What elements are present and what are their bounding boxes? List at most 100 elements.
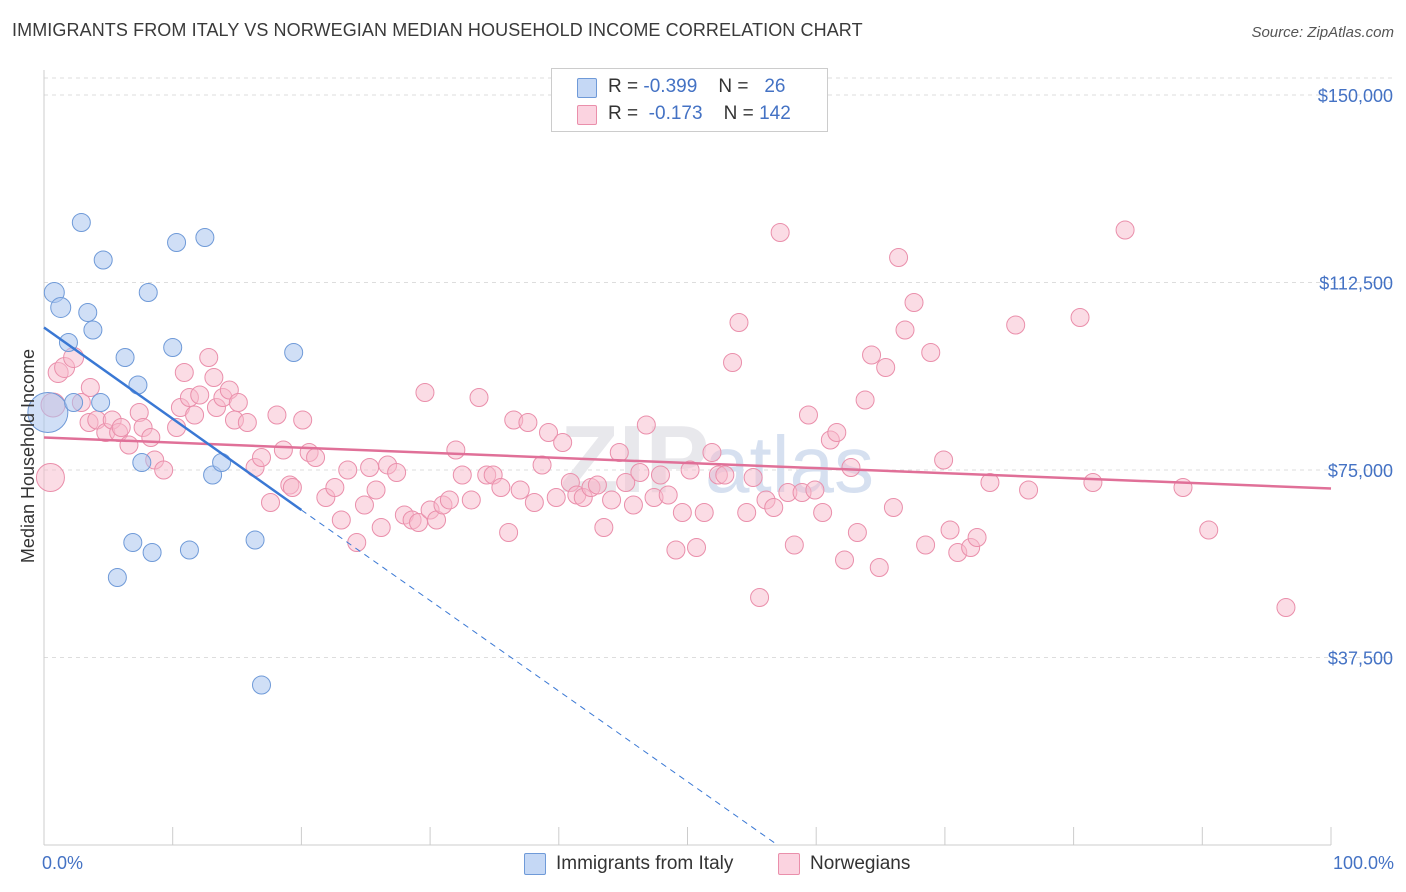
norwegians-point: [518, 413, 538, 432]
italy-point: [163, 338, 183, 357]
norwegians-point: [798, 405, 818, 425]
italy-point: [64, 393, 84, 412]
norwegians-point: [737, 503, 757, 522]
norwegians-point: [491, 478, 511, 497]
norwegians-point: [510, 480, 530, 500]
norwegians-point: [439, 490, 459, 510]
tick-labels: $37,500 $75,000 $112,500 $150,000 0.0% 100.0%: [42, 86, 1394, 873]
norwegians-point: [805, 480, 825, 500]
norwegians-point: [199, 348, 219, 367]
y-axis-label: Median Household Income: [18, 349, 38, 563]
norwegians-point: [841, 458, 861, 477]
trend-lines: [43, 326, 1332, 846]
norw-n-label: N =: [723, 103, 754, 124]
italy-point: [245, 530, 265, 550]
norwegians-point: [119, 435, 139, 455]
norwegians-point: [623, 495, 643, 515]
italy-point: [91, 393, 111, 412]
italy-trend-line: [43, 326, 303, 512]
norwegians-swatch: [577, 105, 597, 125]
italy-point: [212, 453, 232, 472]
norwegians-point: [729, 313, 749, 332]
italy-point: [50, 297, 72, 318]
norwegians-point: [267, 405, 287, 425]
norwegians-point: [869, 558, 889, 577]
norwegians-point: [273, 440, 293, 460]
italy-swatch: [577, 78, 597, 98]
italy-point: [142, 543, 162, 562]
norwegians-point: [594, 518, 614, 537]
norwegians-point: [499, 523, 519, 542]
x-tick-label-max: 100.0%: [1333, 853, 1394, 873]
italy-point: [252, 675, 272, 695]
italy-point: [128, 375, 148, 395]
y-tick-label: $112,500: [1319, 274, 1393, 294]
y-tick-label: $75,000: [1328, 461, 1393, 481]
norwegians-point: [723, 353, 743, 372]
norwegians-point: [636, 415, 656, 435]
chart-title: IMMIGRANTS FROM ITALY VS NORWEGIAN MEDIA…: [12, 20, 863, 40]
norwegians-point: [282, 478, 302, 497]
norwegians-point: [827, 423, 847, 442]
norwegians-point: [446, 440, 466, 460]
italy-trend-extension: [301, 509, 778, 846]
norwegians-point: [338, 460, 358, 480]
norwegians-legend-label: Norwegians: [810, 853, 911, 874]
norwegians-point: [940, 520, 960, 540]
norwegians-point: [325, 478, 345, 497]
norwegians-point: [387, 463, 407, 482]
italy-point: [115, 348, 135, 367]
norwegians-point: [1006, 315, 1026, 335]
norwegians-point: [687, 538, 707, 557]
italy-point: [71, 213, 91, 232]
norwegians-point: [862, 345, 882, 365]
italy-point: [107, 568, 127, 587]
italy-n-value: 26: [764, 76, 786, 97]
norwegians-point: [1276, 598, 1296, 617]
norwegians-point: [228, 393, 248, 412]
norwegians-point: [715, 465, 735, 485]
series-legend: Immigrants from Italy Norwegians: [0, 852, 1406, 878]
norwegians-point: [855, 390, 875, 410]
norwegians-point: [672, 503, 692, 522]
norwegians-point: [331, 510, 351, 530]
norwegians-trend-line: [43, 436, 1332, 490]
norwegians-point: [650, 465, 670, 485]
norwegians-points: [35, 220, 1296, 617]
norwegians-point: [293, 410, 313, 430]
norwegians-point: [916, 535, 936, 555]
norwegians-point: [980, 473, 1000, 492]
italy-point: [284, 343, 304, 362]
norwegians-point: [306, 448, 326, 467]
norwegians-point: [111, 418, 131, 437]
italy-legend-swatch: [524, 853, 546, 875]
norwegians-point: [921, 343, 941, 362]
norw-n-value: 142: [759, 103, 791, 124]
italy-point: [123, 533, 143, 552]
norwegians-point: [452, 465, 472, 485]
grid-lines: [44, 77, 1394, 658]
norwegians-point: [616, 473, 636, 492]
norwegians-point: [80, 378, 100, 397]
norwegians-point: [185, 405, 205, 425]
norwegians-point: [415, 383, 435, 402]
italy-point: [93, 250, 113, 270]
norwegians-point: [770, 223, 790, 242]
norwegians-point: [524, 493, 544, 512]
norwegians-point: [1115, 220, 1135, 240]
norwegians-point: [680, 460, 700, 480]
norwegians-point: [694, 503, 714, 522]
italy-r-label: R =: [608, 76, 639, 97]
norwegians-point: [587, 475, 607, 495]
italy-points: [27, 213, 304, 695]
italy-point: [78, 303, 98, 322]
norwegians-point: [835, 550, 855, 570]
norwegians-point: [784, 535, 804, 555]
source-label[interactable]: Source: ZipAtlas.com: [1251, 24, 1394, 41]
norwegians-point: [1019, 480, 1039, 500]
norwegians-point: [252, 448, 272, 467]
italy-point: [138, 283, 158, 302]
axes: [43, 70, 1332, 846]
norwegians-point: [261, 493, 281, 512]
